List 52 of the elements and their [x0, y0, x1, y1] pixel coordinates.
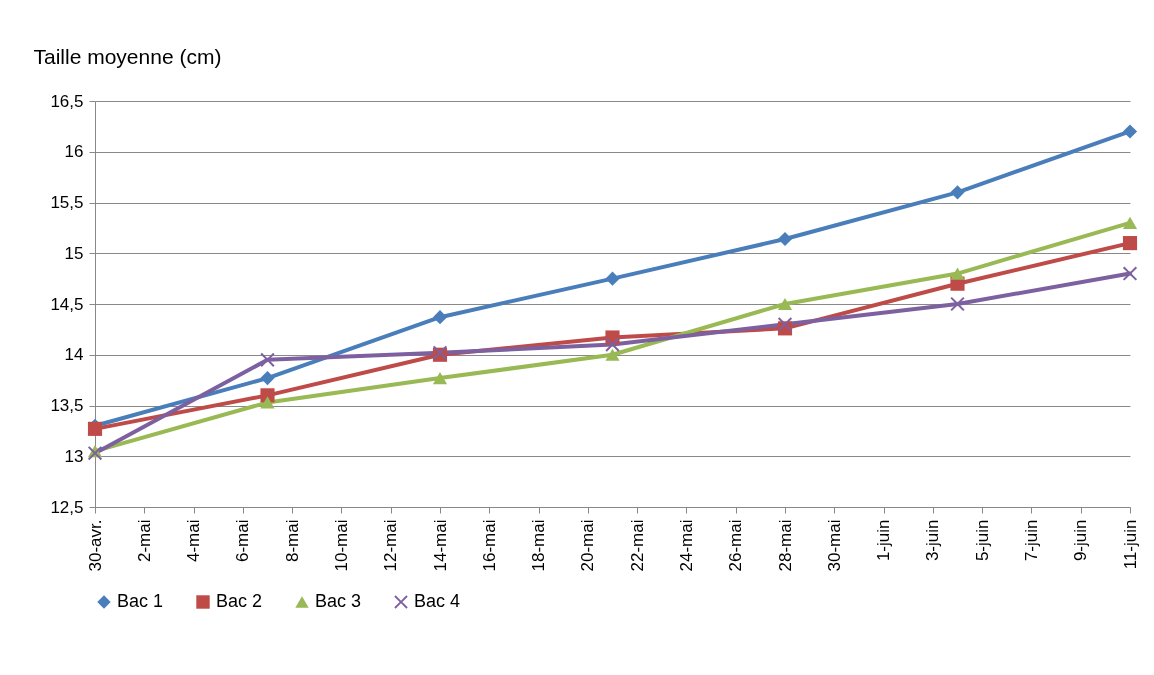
point	[260, 396, 275, 409]
y-tick-label: 16	[64, 142, 84, 162]
x-tick-label: 4-mai	[184, 519, 204, 563]
point	[950, 267, 965, 280]
y-tick-label: 13,5	[50, 396, 84, 415]
x-tick-label: 26-mai	[726, 519, 746, 572]
legend-label: Bac 1	[117, 591, 164, 611]
x-tick-label: 5-juin	[972, 519, 992, 562]
y-tick-label: 16,5	[50, 91, 84, 111]
point	[260, 352, 275, 367]
point	[260, 371, 275, 386]
x-tick-label: 6-mai	[233, 519, 253, 563]
x-tick-label: 10-mai	[331, 519, 351, 572]
point	[777, 317, 793, 332]
x-tick-label: 14-mai	[430, 519, 450, 572]
point	[605, 337, 620, 352]
point	[432, 310, 448, 325]
legend-label: Bac 3	[315, 591, 362, 611]
x-tick-label: 30-avr.	[85, 519, 105, 572]
y-tick-label: 14,5	[50, 294, 84, 314]
x-tick-label: 3-juin	[923, 519, 943, 562]
x-tick-label: 22-mai	[627, 519, 647, 572]
y-tick-label: 14	[64, 345, 84, 365]
x-tick-label: 11-juin	[1120, 519, 1140, 570]
legend-label: Bac 2	[216, 591, 263, 611]
x-tick-label: 24-mai	[676, 519, 696, 572]
point	[1122, 236, 1138, 251]
point	[1122, 216, 1138, 229]
x-tick-label: 9-juin	[1071, 519, 1091, 562]
x-tick-label: 30-mai	[824, 519, 844, 572]
y-tick-label: 15,5	[50, 193, 84, 212]
point	[605, 271, 620, 286]
x-tick-label: 16-mai	[479, 519, 499, 572]
x-tick-label: 28-mai	[775, 519, 795, 572]
point	[605, 348, 620, 361]
x-tick-label: 1-juin	[874, 519, 894, 562]
y-tick-label: 12,5	[50, 497, 84, 517]
y-tick-label: 13	[64, 446, 84, 466]
point	[777, 297, 793, 311]
point	[777, 231, 793, 247]
point	[950, 185, 965, 200]
y-axis-title: Taille moyenne (cm)	[33, 44, 222, 68]
point	[1122, 124, 1138, 139]
x-tick-label: 18-mai	[529, 519, 549, 572]
x-tick-label: 2-mai	[134, 519, 154, 563]
legend-label: Bac 4	[414, 591, 461, 611]
y-tick-label: 15	[64, 243, 84, 263]
x-tick-label: 8-mai	[282, 519, 302, 563]
x-tick-label: 7-juin	[1021, 519, 1041, 562]
point	[432, 371, 448, 385]
x-tick-label: 20-mai	[578, 519, 598, 572]
x-tick-label: 12-mai	[381, 519, 401, 572]
